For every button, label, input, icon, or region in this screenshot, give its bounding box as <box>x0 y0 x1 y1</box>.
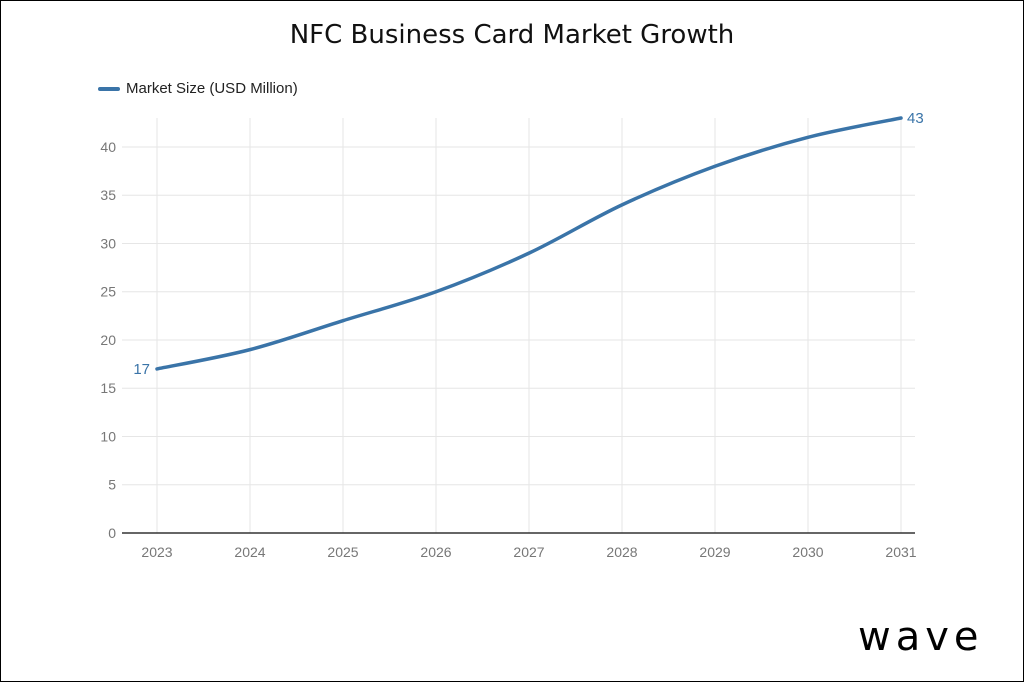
series-line <box>155 116 903 371</box>
y-tick-label: 25 <box>100 284 116 300</box>
x-tick-label: 2024 <box>234 544 265 560</box>
legend-swatch <box>98 86 120 91</box>
y-tick-label: 20 <box>100 332 116 348</box>
data-label: 43 <box>907 110 924 127</box>
y-tick-label: 5 <box>108 477 116 493</box>
x-tick-label: 2027 <box>513 544 544 560</box>
y-tick-label: 35 <box>100 187 116 203</box>
y-tick-label: 10 <box>100 428 116 444</box>
x-tick-label: 2023 <box>141 544 172 560</box>
grid-layer <box>122 118 915 533</box>
y-tick-label: 40 <box>100 139 116 155</box>
y-tick-label: 0 <box>108 525 116 541</box>
y-tick-label: 30 <box>100 235 116 251</box>
x-tick-label: 2031 <box>885 544 916 560</box>
x-tick-label: 2028 <box>606 544 637 560</box>
data-label: 17 <box>133 361 150 378</box>
wave-logo: wave <box>858 614 984 660</box>
x-tick-label: 2030 <box>792 544 823 560</box>
legend: Market Size (USD Million) <box>98 80 298 97</box>
chart-title: NFC Business Card Market Growth <box>289 20 735 50</box>
legend-label: Market Size (USD Million) <box>126 80 298 97</box>
x-tick-label: 2029 <box>699 544 730 560</box>
x-tick-label: 2025 <box>327 544 358 560</box>
y-tick-label: 15 <box>100 380 116 396</box>
series-layer <box>155 116 903 371</box>
x-tick-label: 2026 <box>420 544 451 560</box>
